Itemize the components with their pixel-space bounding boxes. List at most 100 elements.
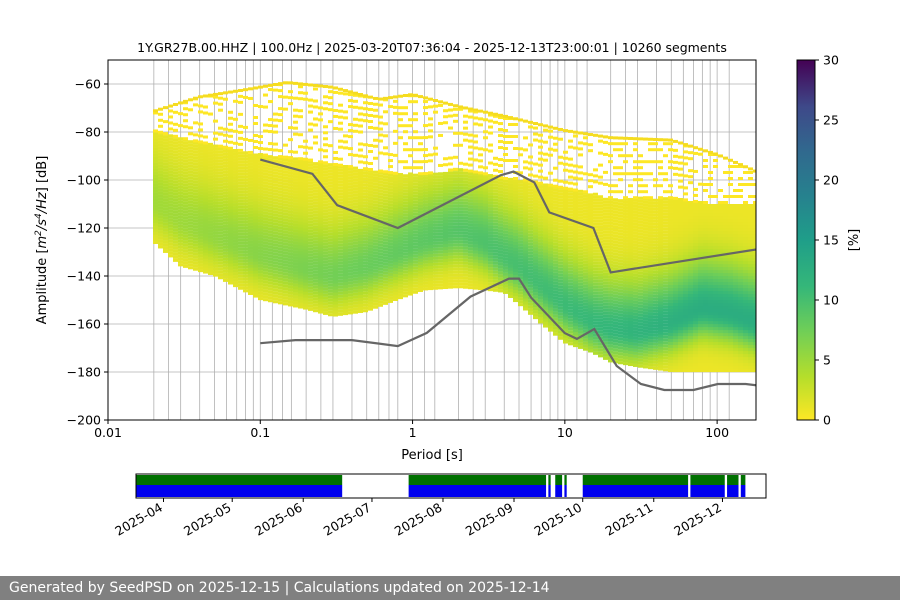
density-cell <box>608 314 613 318</box>
density-cell <box>243 241 248 245</box>
density-cell <box>628 326 633 331</box>
density-cell <box>573 344 578 348</box>
density-cell <box>618 322 623 326</box>
density-cell <box>153 219 158 223</box>
density-cell <box>608 206 613 210</box>
density-cell <box>673 363 678 367</box>
density-cell <box>358 186 363 190</box>
density-cell <box>243 184 248 188</box>
density-cell <box>538 317 543 321</box>
density-cell <box>268 221 273 225</box>
density-cell <box>488 219 493 223</box>
density-cell <box>283 230 288 234</box>
density-cell <box>328 175 333 179</box>
density-cell <box>448 189 453 193</box>
density-cell <box>208 202 213 206</box>
density-cell <box>178 212 183 216</box>
density-cell <box>323 197 328 201</box>
density-cell <box>313 207 318 211</box>
density-cell <box>238 220 243 224</box>
density-cell <box>543 264 548 268</box>
density-cell <box>248 276 253 280</box>
density-cell <box>613 360 618 364</box>
density-cell <box>278 214 283 218</box>
density-cell <box>633 261 638 265</box>
density-cell <box>153 183 158 187</box>
density-cell <box>273 183 278 187</box>
density-cell <box>633 324 638 328</box>
density-cell <box>573 311 578 315</box>
density-cell <box>518 225 523 229</box>
density-cell <box>173 162 178 166</box>
density-cell <box>278 238 283 242</box>
density-cell <box>338 186 343 190</box>
density-cell <box>163 144 168 148</box>
density-cell <box>368 169 373 173</box>
density-cell <box>418 219 423 223</box>
density-cell <box>653 336 658 340</box>
density-cell <box>563 268 568 272</box>
density-cell <box>208 205 213 209</box>
density-cell <box>238 247 243 251</box>
density-cell <box>303 168 308 172</box>
density-cell <box>178 191 183 195</box>
density-cell <box>318 175 323 179</box>
density-cell <box>183 183 188 187</box>
density-cell <box>553 206 558 210</box>
density-cell <box>298 272 303 276</box>
density-cell <box>208 187 213 191</box>
density-cell <box>408 277 413 281</box>
density-cell <box>393 255 398 259</box>
density-cell <box>243 256 248 260</box>
density-cell <box>648 288 653 292</box>
density-cell <box>413 209 418 213</box>
density-cell <box>243 214 248 218</box>
density-cell <box>388 269 393 273</box>
density-cell <box>178 215 183 219</box>
density-cell <box>388 194 393 198</box>
density-cell <box>348 293 353 297</box>
density-cell <box>463 255 468 259</box>
density-cell <box>398 254 403 258</box>
density-cell <box>473 178 478 182</box>
density-cell <box>418 198 423 202</box>
density-cell <box>623 206 628 210</box>
density-cell <box>668 332 673 336</box>
density-cell <box>458 225 463 229</box>
density-cell <box>633 216 638 220</box>
density-cell <box>308 274 313 278</box>
density-cell <box>178 233 183 237</box>
density-cell <box>298 197 303 201</box>
density-cell <box>548 247 553 251</box>
density-cell <box>258 222 263 226</box>
density-cell <box>293 226 298 230</box>
density-cell <box>673 258 678 262</box>
density-cell <box>333 310 338 314</box>
psd-density-heatmap <box>153 81 756 373</box>
density-cell <box>333 298 338 302</box>
density-cell <box>168 203 173 207</box>
density-cell <box>618 259 623 263</box>
density-cell <box>663 296 668 300</box>
density-cell <box>303 162 308 166</box>
density-cell <box>668 269 673 273</box>
density-cell <box>538 197 543 201</box>
density-cell <box>198 266 203 270</box>
density-cell <box>523 268 528 272</box>
density-cell <box>438 259 443 263</box>
density-cell <box>263 244 268 248</box>
density-cell <box>358 174 363 178</box>
density-cell <box>238 205 243 209</box>
density-cell <box>243 253 248 257</box>
density-cell <box>613 258 618 262</box>
density-cell <box>568 234 573 238</box>
density-cell <box>528 206 533 210</box>
density-cell <box>243 244 248 248</box>
density-cell <box>388 272 393 276</box>
density-cell <box>273 255 278 259</box>
density-cell <box>433 274 438 278</box>
density-cell <box>528 197 533 201</box>
density-cell <box>438 181 443 185</box>
density-cell <box>363 180 368 184</box>
density-cell <box>648 210 653 214</box>
